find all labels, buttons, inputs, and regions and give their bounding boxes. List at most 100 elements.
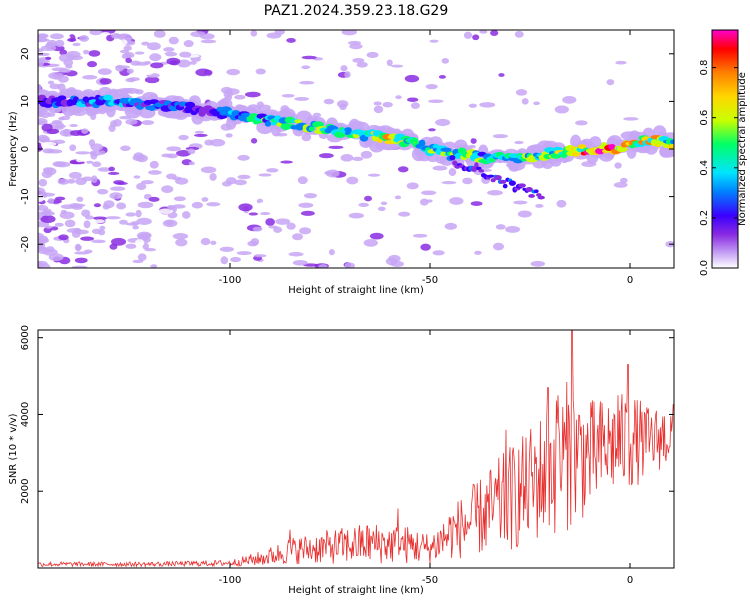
spectrogram-noise-cell: [123, 87, 140, 94]
spectrogram-noise-cell: [79, 35, 90, 42]
spectrogram-noise-cell: [51, 204, 64, 212]
spectrogram-noise-cell: [474, 44, 488, 49]
spectrogram-noise-cell: [90, 143, 104, 151]
spectrogram-noise-cell: [135, 209, 142, 218]
spectrogram-noise-cell: [406, 97, 419, 102]
spectrogram-noise-cell: [428, 128, 436, 132]
spectrogram-noise-cell: [38, 191, 46, 197]
spectrogram-noise-cell: [67, 38, 77, 42]
spectrogram-noise-cell: [364, 195, 373, 202]
spectrogram-noise-cell: [234, 179, 247, 186]
spectrogram-noise-cell: [323, 91, 331, 99]
spectrogram-noise-cell: [360, 150, 373, 159]
spectrogram-noise-cell: [125, 77, 136, 83]
spectrogram-noise-cell: [132, 259, 144, 264]
spectrogram-noise-cell: [137, 253, 147, 262]
spectrogram-noise-cell: [225, 177, 237, 185]
spectrogram-noise-cell: [190, 31, 206, 38]
colorbar-frame: [711, 29, 739, 269]
spectrogram-noise-cell: [614, 162, 622, 169]
spectrogram-noise-cell: [286, 222, 296, 230]
spectrogram-noise-cell: [200, 237, 211, 246]
spectrogram-noise-cell: [349, 43, 363, 50]
spectrogram-noise-cell: [294, 96, 310, 101]
spectrogram-noise-cell: [110, 237, 127, 246]
spectrogram-noise-cell: [134, 239, 145, 247]
spectrogram-noise-cell: [123, 45, 132, 51]
spectrogram-noise-cell: [432, 250, 445, 256]
spectrogram-noise-cell: [515, 89, 528, 96]
spectrogram-noise-cell: [220, 256, 229, 265]
spectrogram-noise-cell: [49, 83, 61, 90]
spectrogram-noise-cell: [495, 224, 506, 230]
spectrogram-noise-cell: [172, 176, 182, 181]
snr-y-tick-label: 4000: [20, 402, 31, 427]
spectrogram-noise-cell: [237, 174, 251, 180]
spectrogram-noise-cell: [119, 39, 128, 46]
spectrogram-noise-cell: [168, 36, 179, 45]
spectrogram-noise-cell: [395, 95, 402, 100]
spectrogram-branch-cell: [518, 183, 526, 188]
snr-y-tick-label: 2000: [20, 478, 31, 503]
spectrogram-noise-cell: [514, 140, 524, 145]
spectrogram-noise-cell: [38, 235, 49, 243]
spectrogram-ridge-cell: [440, 147, 452, 152]
spectrogram-noise-cell: [91, 239, 106, 244]
spectrogram-noise-cell: [266, 32, 282, 39]
snr-axes: -100 -50 0 2000 4000 6000: [20, 325, 674, 586]
spectrogram-noise-cell: [106, 261, 118, 267]
spectrogram-noise-cell: [448, 168, 457, 177]
spectrogram-noise-cell: [69, 130, 83, 136]
spectrogram-x-tick-label: -100: [219, 275, 242, 286]
spectrogram-noise-cell: [46, 112, 56, 117]
spectrogram-ridge-cell: [329, 126, 339, 131]
spectrogram-noise-cell: [530, 260, 546, 267]
spectrogram-noise-cell: [252, 226, 263, 232]
spectrogram-noise-cell: [158, 208, 173, 215]
spectrogram-noise-cell: [99, 78, 112, 85]
spectrogram-noise-cell: [210, 240, 217, 245]
spectrogram-noise-cell: [302, 263, 319, 267]
spectrogram-noise-cell: [177, 59, 191, 68]
spectrogram-noise-cell: [250, 238, 260, 246]
spectrogram-branch-cell: [536, 193, 542, 197]
spectrogram-noise-cell: [132, 225, 139, 230]
spectrogram-noise-cell: [318, 264, 328, 268]
spectrogram-noise-cell: [148, 170, 162, 175]
spectrogram-noise-cell: [432, 165, 448, 171]
spectrogram-y-tick-label: 20: [20, 47, 31, 60]
spectrogram-noise-cell: [188, 161, 195, 166]
spectrogram-noise-cell: [165, 220, 174, 226]
spectrogram-noise-cell: [257, 202, 270, 210]
spectrogram-noise-cell: [341, 30, 357, 36]
spectrogram-noise-cell: [344, 71, 351, 79]
spectrogram-noise-cell: [194, 133, 208, 138]
spectrogram-branch-cell: [490, 178, 496, 183]
spectrogram-noise-cell: [428, 99, 444, 104]
snr-series-line: [38, 330, 674, 568]
spectrogram-noise-cell: [90, 175, 98, 184]
spectrogram-noise-cell: [535, 204, 544, 208]
spectrogram-noise-cell: [318, 153, 334, 159]
spectrogram-noise-cell: [141, 120, 155, 126]
spectrogram-noise-cell: [38, 38, 50, 42]
spectrogram-noise-cell: [176, 150, 191, 157]
spectrogram-noise-cell: [76, 158, 84, 163]
spectrogram-noise-cell: [474, 250, 482, 255]
spectrogram-noise-cell: [105, 216, 121, 220]
spectrogram-noise-cell: [58, 68, 71, 73]
colorbar-tick-label: 0.8: [699, 60, 710, 76]
spectrogram-noise-cell: [47, 80, 55, 85]
spectrogram-noise-cell: [166, 146, 181, 152]
spectrogram-noise-cell: [109, 192, 123, 200]
spectrogram-noise-cell: [236, 199, 247, 204]
spectrogram-noise-cell: [38, 152, 42, 157]
spectrogram-noise-cell: [149, 53, 162, 62]
spectrogram-noise-cell: [391, 64, 404, 68]
spectrogram-x-tick-label: 0: [627, 275, 633, 286]
spectrogram-noise-cell: [266, 168, 279, 173]
spectrogram-noise-cell: [38, 213, 42, 220]
spectrogram-noise-cell: [50, 226, 59, 231]
spectrogram-noise-cell: [347, 163, 358, 168]
spectrogram-noise-cell: [75, 177, 87, 186]
